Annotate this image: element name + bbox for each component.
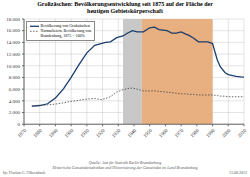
svg-text:2.000: 2.000 xyxy=(9,110,21,115)
svg-text:1950: 1950 xyxy=(142,128,153,139)
html-text:Bevölkerung von Großzäschen: Bevölkerung von Großzäschen xyxy=(40,22,90,28)
svg-text:1880: 1880 xyxy=(32,128,43,139)
svg-text:10.000: 10.000 xyxy=(8,64,21,69)
svg-text:14.000: 14.000 xyxy=(8,40,21,45)
svg-text:2000: 2000 xyxy=(221,128,232,139)
svg-text:1970: 1970 xyxy=(174,128,185,139)
svg-text:1940: 1940 xyxy=(127,128,138,139)
svg-text:1980: 1980 xyxy=(189,128,200,139)
svg-text:18.000: 18.000 xyxy=(8,17,21,22)
html-text:Quelle: Amt für Statistik Berl: Quelle: Amt für Statistik Berlin-Branden… xyxy=(52,160,198,170)
svg-text:4.000: 4.000 xyxy=(9,99,21,104)
svg-text:1930: 1930 xyxy=(111,128,122,139)
svg-text:16.000: 16.000 xyxy=(8,28,21,33)
svg-text:8.000: 8.000 xyxy=(9,75,21,80)
svg-text:6.000: 6.000 xyxy=(9,87,21,92)
svg-text:1910: 1910 xyxy=(79,128,90,139)
svg-text:12.000: 12.000 xyxy=(8,52,21,57)
svg-text:2010: 2010 xyxy=(237,128,242,139)
svg-text:1920: 1920 xyxy=(95,128,106,139)
svg-text:1990: 1990 xyxy=(205,128,216,139)
html-text:13.08.2012: 13.08.2012 xyxy=(229,170,247,175)
svg-text:0: 0 xyxy=(18,122,21,127)
svg-text:1890: 1890 xyxy=(48,128,59,139)
html-text:Normalisierte Bevölkerung von: Normalisierte Bevölkerung von Brandenbur… xyxy=(40,28,92,38)
html-text:by: Florian G. Olbernhack: by: Florian G. Olbernhack xyxy=(3,170,46,175)
svg-text:1870: 1870 xyxy=(17,128,28,139)
html-text:Großzäschen: Bevölkerungsentwi: Großzäschen: Bevölkerungsentwicklung sei… xyxy=(37,1,213,14)
svg-text:1960: 1960 xyxy=(158,128,169,139)
svg-text:1900: 1900 xyxy=(64,128,75,139)
